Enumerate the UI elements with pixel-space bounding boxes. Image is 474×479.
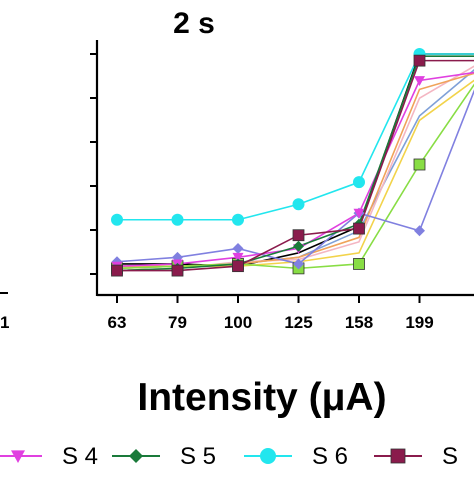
legend-label: S 4 [62,443,98,470]
data-point [171,264,184,277]
data-point [232,260,244,273]
legend-item: S 4 [0,443,98,470]
left-panel-tick-label: 1 [0,313,9,332]
legend-marker [390,448,406,464]
legend-label: S [442,443,458,470]
x-tick-label: 199 [405,313,433,332]
data-point [292,229,305,242]
x-tick-label: 63 [108,313,127,332]
legend-label: S 6 [312,443,348,470]
legend-item: S 6 [244,443,348,470]
data-point [353,222,365,235]
legend-marker [129,449,143,463]
axes [90,40,474,303]
legend-item: S [374,443,458,470]
x-tick-label: 158 [345,313,373,332]
data-point [413,158,426,171]
plot-markers [111,48,426,277]
data-point [413,54,426,67]
data-point [292,198,305,211]
data-point [353,258,365,270]
data-point [232,252,244,263]
data-point [414,76,425,87]
legend-label: S 5 [180,443,216,470]
chart-title: 2 s [173,7,215,40]
data-point [111,213,123,226]
legend-item: S 5 [112,443,216,470]
x-tick-label: 100 [224,313,252,332]
x-tick-label: 79 [168,313,187,332]
data-point [171,213,184,226]
left-panel-fragment: 1 [0,292,9,332]
data-point [232,213,244,226]
x-tick-label: 125 [284,313,312,332]
legend-marker [260,448,276,464]
x-tick-labels: 63791001251581992 [108,313,434,332]
data-point [414,225,425,237]
legend: S 4 S 5 S 6 S [0,443,458,470]
x-axis-label: Intensity (μA) [137,376,386,419]
data-point [353,208,365,219]
data-point [293,240,304,252]
data-point [353,176,365,189]
data-point [232,242,244,254]
legend-marker [11,450,25,463]
data-point [111,264,123,277]
data-point [293,258,304,270]
